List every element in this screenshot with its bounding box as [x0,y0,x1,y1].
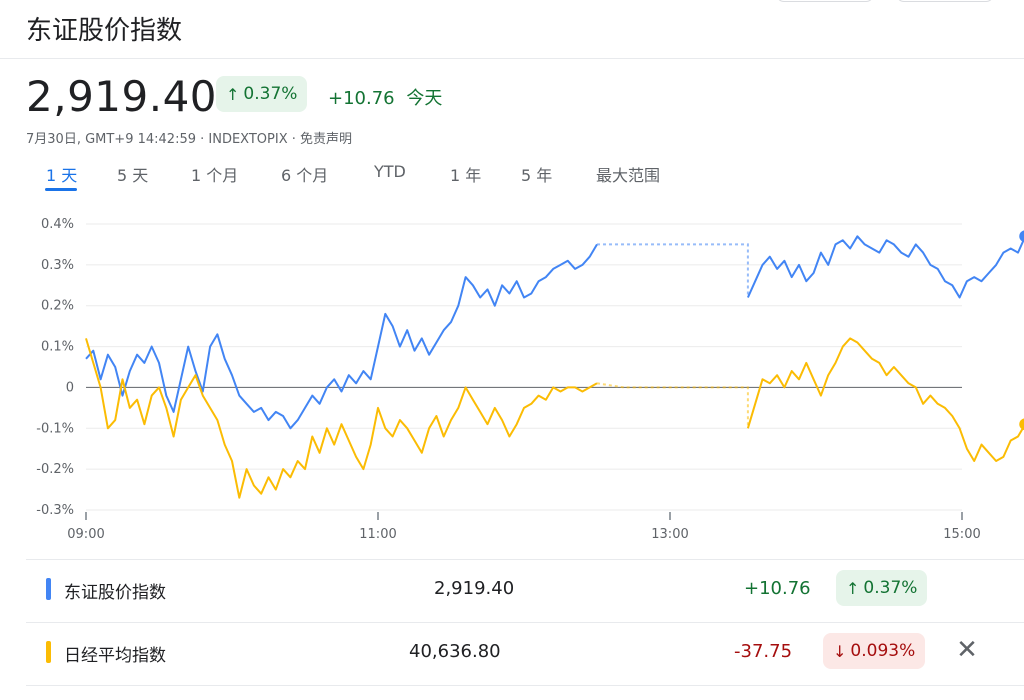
change-pct-badge: ↑ 0.37% [216,76,308,112]
tab-1y[interactable]: 1 年 [450,166,482,185]
y-tick-label: 0.4% [41,217,74,232]
legend-row-nikkei: 日经平均指数 40,636.80 -37.75 ↓ 0.093% ✕ [26,623,1024,685]
row-pct: 0.093% [850,641,916,661]
y-tick-label: 0.2% [41,299,74,314]
y-tick-label: 0.3% [41,258,74,273]
comparison-chart: 0.4% 0.3% 0.2% 0.1% 0 -0.1% -0.2% -0.3% 09:00 11:… [36,217,1024,542]
legend-swatch-nikkei [46,641,51,663]
x-tick-label: 11:00 [359,527,396,542]
arrow-up-icon: ↑ [846,578,860,598]
x-tick-label: 13:00 [651,527,688,542]
series-end-point-1 [1019,418,1024,431]
row-name: 日经平均指数 [64,646,166,666]
page-title: 东证股价指数 [26,16,183,46]
row-pct-badge: ↓ 0.093% [823,633,926,669]
row-change: +10.76 [744,578,811,599]
range-tabs: 1 天 5 天 1 个月 6 个月 YTD 1 年 5 年 最大范围 [0,158,1024,192]
tab-5d[interactable]: 5 天 [117,166,149,185]
y-tick-label: -0.2% [36,462,74,477]
series-line-afternoon-0 [746,235,1024,299]
change-abs-value: +10.76 [328,88,395,109]
close-icon[interactable]: ✕ [956,635,978,665]
tab-1d[interactable]: 1 天 [46,166,78,185]
tab-1m[interactable]: 1 个月 [191,166,239,185]
series-line-morning-1 [85,338,598,499]
tab-ytd[interactable]: YTD [374,162,406,181]
series-line-morning-0 [85,243,598,430]
y-tick-label: -0.1% [36,421,74,436]
series-break-line-0 [597,243,749,298]
current-price: 2,919.40 [26,72,218,121]
header: 东证股价指数 [0,0,1024,59]
change-abs: +10.76 今天 [328,84,442,110]
quote-subline: 7月30日, GMT+9 14:42:59 · INDEXTOPIX · 免责声… [26,132,352,147]
x-tick-label: 15:00 [943,527,980,542]
arrow-down-icon: ↓ [833,641,847,661]
active-tab-indicator [45,188,77,191]
tab-6m[interactable]: 6 个月 [281,166,329,185]
y-tick-label: 0.1% [41,340,74,355]
legend-swatch-topix [46,578,51,600]
series-end-point-0 [1019,230,1024,243]
arrow-up-icon: ↑ [226,84,240,104]
row-divider [26,559,1024,560]
y-tick-label: -0.3% [36,503,74,518]
legend-row-topix: 东证股价指数 2,919.40 +10.76 ↑ 0.37% [26,560,1024,622]
series-break-line-1 [596,382,749,429]
series-line-afternoon-1 [746,337,1024,462]
row-pct-badge: ↑ 0.37% [836,570,928,606]
row-change: -37.75 [734,641,793,662]
row-divider [26,622,1024,623]
tab-max[interactable]: 最大范围 [596,166,661,185]
row-value: 40,636.80 [409,641,501,662]
tab-5y[interactable]: 5 年 [521,166,553,185]
period-label: 今天 [406,88,443,109]
x-tick-label: 09:00 [67,527,104,542]
row-name: 东证股价指数 [64,583,166,603]
row-pct: 0.37% [863,578,918,598]
row-divider [26,685,1024,686]
row-value: 2,919.40 [434,578,515,599]
change-pct: 0.37% [243,84,298,104]
y-tick-label: 0 [66,380,74,395]
